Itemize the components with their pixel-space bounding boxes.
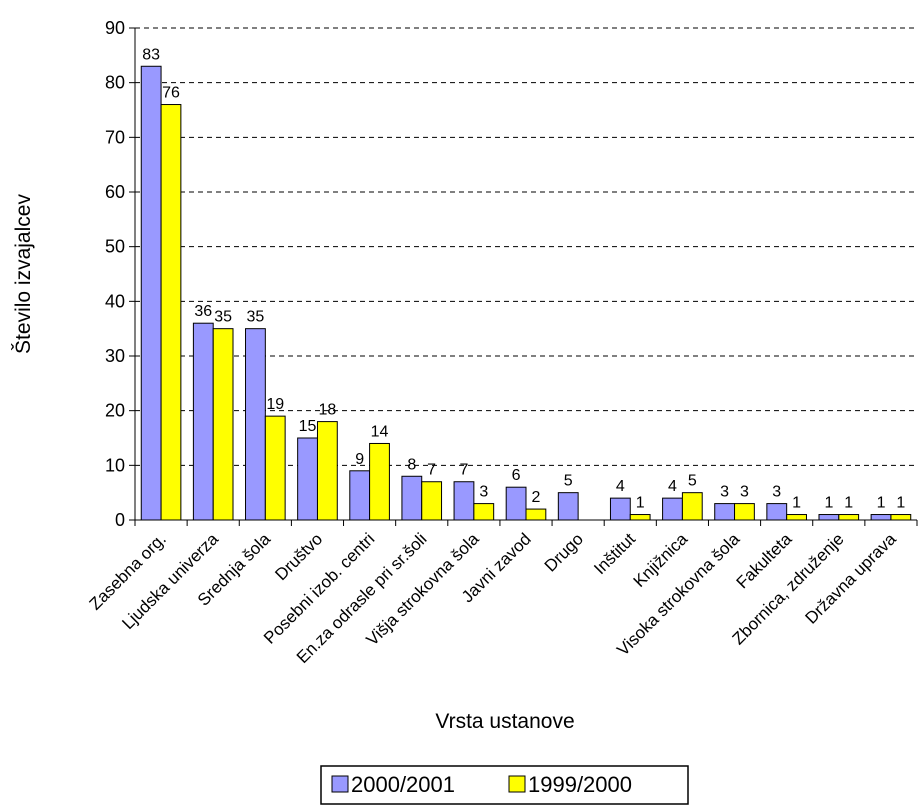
bar-2000-2001-8 (557, 492, 579, 521)
data-label: 7 (427, 462, 436, 479)
y-tick-label: 0 (115, 510, 125, 530)
y-tick-label: 50 (105, 237, 125, 257)
data-label: 76 (162, 85, 180, 102)
y-tick-label: 60 (105, 182, 125, 202)
data-label: 18 (318, 402, 336, 419)
data-label: 1 (824, 495, 833, 512)
legend: 2000/2001 1999/2000 (320, 765, 689, 805)
bar-2000-2001-9 (609, 497, 631, 521)
legend-swatch-2000-2001 (331, 775, 349, 793)
bar-1999-2000-3 (316, 421, 338, 521)
data-label: 36 (194, 303, 212, 320)
data-label: 5 (688, 473, 697, 490)
data-label: 83 (142, 46, 160, 63)
bar-1999-2000-0 (160, 104, 182, 521)
bars (140, 65, 912, 521)
data-label: 2 (531, 489, 540, 506)
bar-2000-2001-13 (818, 514, 840, 521)
bar-1999-2000-2 (264, 415, 286, 521)
bar-1999-2000-13 (838, 514, 860, 521)
bar-1999-2000-7 (525, 508, 547, 521)
bar-2000-2001-12 (766, 503, 788, 521)
data-label: 19 (266, 396, 284, 413)
bar-2000-2001-11 (714, 503, 736, 521)
data-label: 1 (636, 495, 645, 512)
bar-1999-2000-1 (212, 328, 234, 521)
data-label: 9 (355, 451, 364, 468)
bar-1999-2000-5 (421, 481, 443, 521)
data-label: 1 (877, 495, 886, 512)
bar-2000-2001-5 (401, 475, 423, 521)
legend-frame (320, 765, 689, 805)
data-label: 3 (740, 484, 749, 501)
bar-1999-2000-11 (734, 503, 755, 521)
data-label: 35 (247, 309, 265, 326)
data-label: 1 (792, 495, 801, 512)
y-tick-label: 10 (105, 455, 125, 475)
data-label: 35 (214, 309, 232, 326)
bar-1999-2000-9 (629, 514, 651, 521)
y-tick-label: 40 (105, 291, 125, 311)
category-label: Inštitut (590, 529, 639, 578)
y-tick-label: 80 (105, 73, 125, 93)
y-tick-label: 30 (105, 346, 125, 366)
y-tick-label: 70 (105, 127, 125, 147)
data-label: 7 (460, 462, 469, 479)
bar-2000-2001-14 (870, 514, 892, 521)
y-tick-label: 90 (105, 18, 125, 38)
bar-2000-2001-6 (453, 481, 475, 521)
legend-label-2000-2001: 2000/2001 (351, 772, 455, 797)
y-ticks: 0 10 20 30 40 50 60 70 80 90 (105, 18, 135, 530)
data-label: 1 (896, 495, 905, 512)
data-label: 6 (512, 467, 521, 484)
bar-2000-2001-2 (245, 328, 266, 521)
legend-swatch-1999-2000 (508, 775, 526, 793)
bar-2000-2001-10 (662, 497, 683, 521)
data-label: 15 (299, 418, 317, 435)
category-label: Državna uprava (801, 529, 900, 628)
data-label: 4 (668, 478, 677, 495)
data-label: 1 (844, 495, 853, 512)
data-label: 8 (407, 456, 416, 473)
bar-2000-2001-0 (140, 65, 162, 521)
bar-1999-2000-10 (681, 492, 703, 521)
data-label: 3 (479, 484, 488, 501)
legend-label-1999-2000: 1999/2000 (528, 772, 632, 797)
x-axis-title: Vrsta ustanove (435, 710, 574, 733)
data-label: 14 (371, 423, 389, 440)
bar-1999-2000-4 (369, 442, 390, 521)
bar-2000-2001-1 (192, 322, 214, 521)
bar-2000-2001-7 (505, 486, 527, 521)
category-label: Drugo (541, 529, 587, 575)
x-ticks (134, 520, 918, 526)
bar-1999-2000-14 (890, 514, 912, 521)
data-label: 5 (564, 473, 573, 490)
data-label: 4 (616, 478, 625, 495)
y-tick-label: 20 (105, 401, 125, 421)
data-label: 3 (720, 484, 729, 501)
category-label: Ljudska univerza (118, 529, 222, 633)
bar-2000-2001-3 (297, 437, 318, 521)
bar-1999-2000-6 (473, 503, 495, 521)
data-label: 3 (772, 484, 781, 501)
bar-1999-2000-12 (786, 514, 807, 521)
bar-2000-2001-4 (349, 470, 371, 521)
y-axis-title: Število izvajalcev (12, 194, 35, 354)
